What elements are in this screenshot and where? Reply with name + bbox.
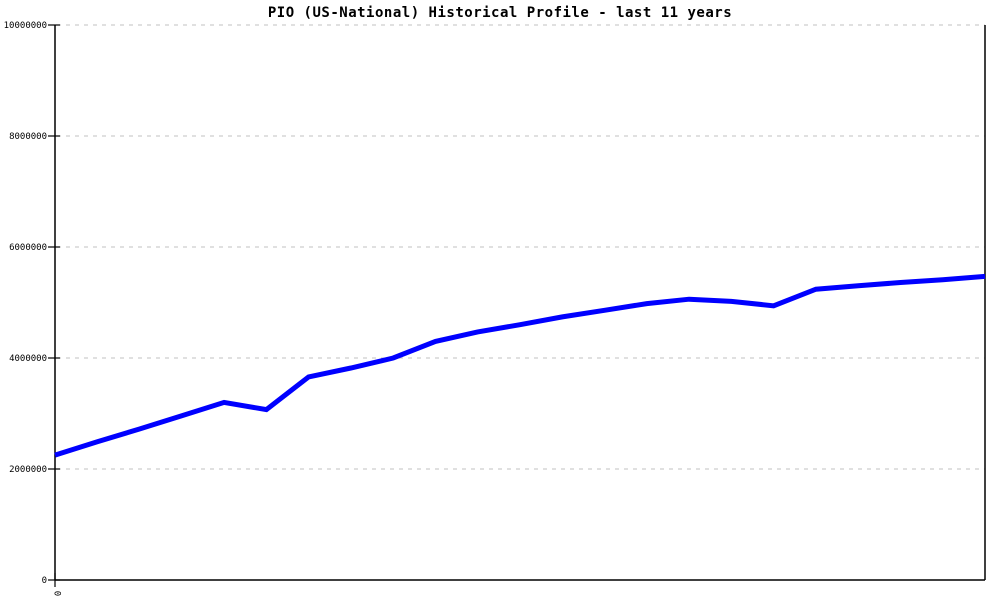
y-tick-label: 2000000 <box>9 465 47 475</box>
x-tick-label: 0 <box>52 591 62 596</box>
y-tick-label: 10000000 <box>4 21 47 31</box>
y-tick-label: 0 <box>42 576 47 586</box>
y-tick-label: 8000000 <box>9 132 47 142</box>
y-tick-label: 4000000 <box>9 354 47 364</box>
series-line <box>54 273 986 458</box>
y-tick-label: 6000000 <box>9 243 47 253</box>
chart-title: PIO (US-National) Historical Profile - l… <box>267 5 733 21</box>
